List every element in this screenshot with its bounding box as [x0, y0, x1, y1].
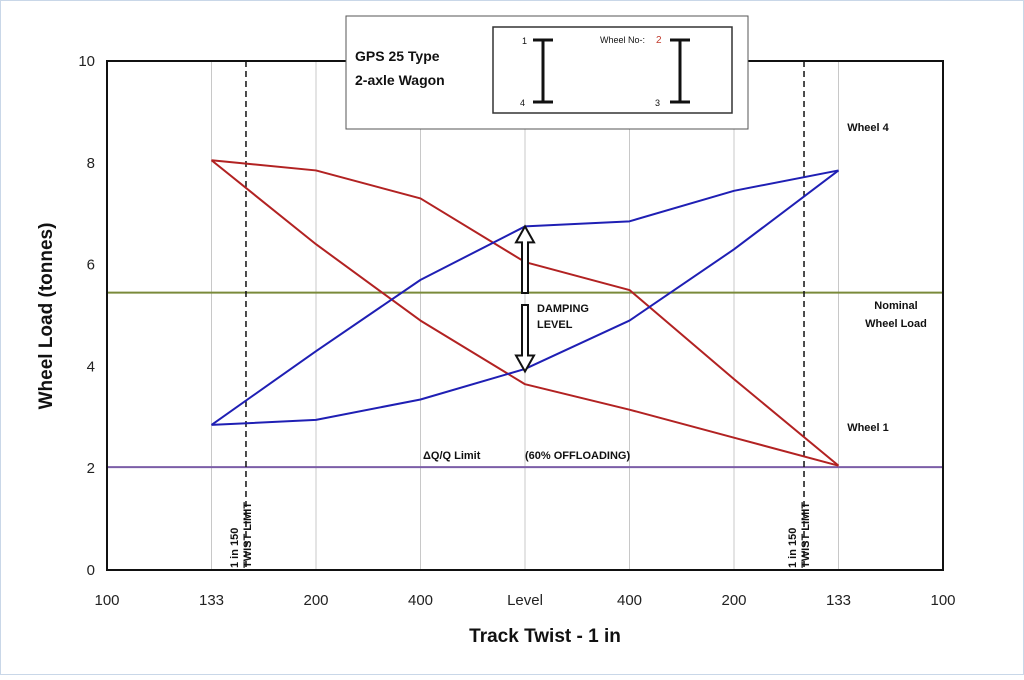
x-tick-label: 400: [408, 592, 433, 609]
grid-layer: [211, 61, 839, 570]
offloading-limit-label-detail: (60% OFFLOADING): [525, 450, 630, 462]
series-layer: [210, 159, 840, 467]
y-axis-title: Wheel Load (tonnes): [36, 223, 57, 410]
y-tick-label: 6: [87, 257, 95, 274]
twist-limit-label-line2: TWIST LIMIT: [800, 502, 812, 568]
damping-label-line1: DAMPING: [537, 303, 589, 315]
nominal-label-line2: Wheel Load: [865, 318, 927, 330]
twist-limit-label: 1 in 150 TWIST LIMIT: [787, 502, 812, 568]
wheel-no-value: 2: [656, 35, 662, 46]
twist-limit-label-line2: TWIST LIMIT: [242, 502, 254, 568]
wheel-number-3: 3: [655, 98, 660, 108]
twist-limit-lines: 1 in 150 TWIST LIMIT 1 in 150 TWIST LIMIT: [229, 61, 812, 570]
y-tick-label: 4: [87, 358, 95, 375]
axle-right-icon: [670, 38, 690, 104]
wheel-number-4: 4: [520, 98, 525, 108]
y-tick-label: 2: [87, 460, 95, 477]
x-tick-label: 100: [930, 592, 955, 609]
axle-left-icon: [533, 38, 553, 104]
offloading-limit-label: ΔQ/Q Limit: [423, 450, 481, 462]
twist-limit-label-line1: 1 in 150: [787, 528, 799, 568]
damping-arrow-up-icon: [514, 224, 536, 294]
x-tick-label: Level: [507, 592, 543, 609]
wheel-1-label: Wheel 1: [847, 422, 889, 434]
wheel-diagram-frame: [492, 26, 733, 114]
x-axis-title: Track Twist - 1 in: [469, 626, 621, 647]
nominal-label-line1: Nominal: [874, 300, 917, 312]
x-tick-label: 133: [199, 592, 224, 609]
twist-limit-label-line1: 1 in 150: [229, 528, 241, 568]
x-tick-label: 200: [303, 592, 328, 609]
wheel-no-label: Wheel No-:: [600, 35, 645, 45]
wagon-info-box: GPS 25 Type 2-axle Wagon 1 4 3 Wheel No-…: [345, 15, 749, 130]
damping-label-line2: LEVEL: [537, 319, 573, 331]
x-tick-label: 200: [721, 592, 746, 609]
annotations: Wheel 4 Wheel 1 Nominal Wheel Load ΔQ/Q Limi…: [423, 122, 927, 462]
info-box-title-line2: 2-axle Wagon: [355, 72, 445, 88]
y-tick-label: 0: [87, 562, 95, 579]
series-line-1: [210, 159, 839, 467]
x-tick-label: 100: [94, 592, 119, 609]
y-tick-label: 10: [78, 53, 95, 70]
wheel-4-label: Wheel 4: [847, 122, 889, 134]
x-tick-label: 133: [826, 592, 851, 609]
y-tick-label: 8: [87, 155, 95, 172]
damping-arrow-down-icon: [514, 303, 536, 374]
wheel-number-1: 1: [522, 36, 527, 46]
info-box-title-line1: GPS 25 Type: [355, 48, 440, 64]
x-tick-label: 400: [617, 592, 642, 609]
tick-labels: 0 2 4 6 8 10 100 133 200 400 Level 400 200 133 100: [78, 53, 955, 609]
twist-limit-label: 1 in 150 TWIST LIMIT: [229, 502, 254, 568]
